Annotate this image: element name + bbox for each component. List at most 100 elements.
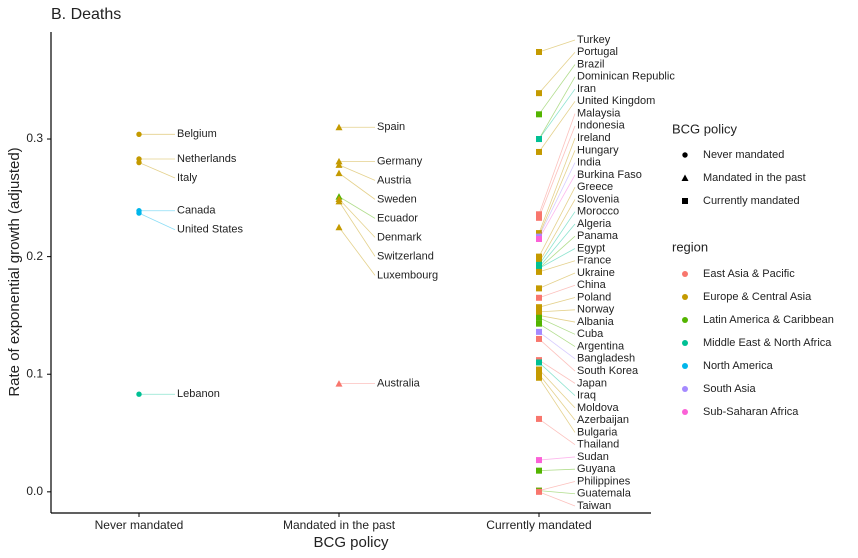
leader-line [538, 309, 576, 313]
point-label: Japan [577, 377, 607, 389]
point [536, 366, 542, 373]
point [536, 308, 542, 315]
leader-line [338, 198, 376, 238]
leader-line [538, 137, 576, 234]
leader-line [538, 284, 576, 299]
point-label: Greece [577, 181, 613, 193]
point-label: Sweden [377, 193, 417, 205]
point [536, 253, 542, 260]
point-label: Philippines [577, 475, 631, 487]
point-label: United Kingdom [577, 95, 655, 107]
leader-line [538, 297, 576, 308]
point-label: Ukraine [577, 267, 615, 279]
legend-symbol [682, 198, 688, 204]
legend-symbol [682, 386, 688, 392]
leader-line [538, 162, 576, 237]
legend-label: Europe & Central Asia [703, 291, 812, 303]
point-label: Guyana [577, 463, 616, 475]
point-label: Dominican Republic [577, 71, 675, 83]
point-label: Guatemala [577, 488, 632, 500]
point [335, 123, 343, 131]
point-label: France [577, 255, 611, 267]
point [335, 157, 343, 165]
point [536, 235, 542, 242]
point-label: Moldova [577, 402, 619, 414]
leader-line [538, 150, 576, 236]
point [536, 265, 542, 272]
leader-line [538, 64, 576, 115]
leader-line [538, 369, 576, 409]
leader-line [538, 338, 576, 372]
point [136, 131, 142, 138]
point [536, 359, 542, 366]
leader-line [538, 272, 576, 289]
point [335, 161, 343, 168]
legend-label: Middle East & North Africa [703, 337, 832, 349]
leader-line [538, 317, 576, 335]
leader-line [538, 490, 576, 495]
legend-symbol [681, 174, 689, 181]
y-tick-label: 0.1 [26, 366, 43, 380]
leader-line [338, 201, 376, 257]
point-label: Sudan [577, 451, 609, 463]
point-label: Ireland [577, 132, 611, 144]
leader-line [538, 481, 576, 492]
leader-line [538, 491, 576, 507]
point [536, 90, 542, 97]
point-label: Italy [177, 172, 198, 184]
point [536, 214, 542, 221]
point [536, 374, 542, 381]
point-label: Denmark [377, 231, 422, 243]
shape-legend-title: BCG policy [672, 121, 738, 136]
point-label: Australia [377, 378, 421, 390]
leader-line [538, 418, 576, 446]
x-axis-title: BCG policy [313, 534, 389, 551]
point-label: Slovenia [577, 193, 620, 205]
point-label: Spain [377, 121, 405, 133]
leader-line [538, 468, 576, 472]
leader-line [538, 377, 576, 433]
point [536, 211, 542, 218]
leader-line [538, 88, 576, 140]
legend-symbol [682, 271, 688, 277]
leader-line [538, 39, 576, 53]
leader-line [538, 211, 576, 266]
point-label: Norway [577, 304, 615, 316]
legend-label: Never mandated [703, 149, 784, 161]
leader-line [338, 196, 376, 219]
leader-line [538, 362, 576, 396]
point-label: United States [177, 224, 244, 236]
point [536, 314, 542, 321]
y-axis-title: Rate of exponential growth (adjusted) [6, 147, 23, 396]
legend-symbol [682, 363, 688, 369]
point-label: Iran [577, 83, 596, 95]
point [335, 223, 343, 231]
legend-symbol [682, 317, 688, 323]
point-label: Morocco [577, 206, 619, 218]
x-tick-label: Never mandated [95, 518, 184, 532]
leader-line [338, 164, 376, 181]
point-label: Taiwan [577, 500, 611, 512]
point [536, 488, 542, 495]
point-label: Germany [377, 155, 423, 167]
point-label: Indonesia [577, 120, 626, 132]
point-label: Burkina Faso [577, 169, 642, 181]
point [335, 380, 343, 387]
point-label: Panama [577, 230, 619, 242]
point-label: Belgium [177, 128, 217, 140]
point-label: Cuba [577, 328, 604, 340]
point [536, 48, 542, 55]
point-label: Poland [577, 291, 611, 303]
leader-line [538, 76, 576, 140]
point-label: Azerbaijan [577, 414, 629, 426]
point-label: Lebanon [177, 388, 220, 400]
legend-label: East Asia & Pacific [703, 268, 795, 280]
point-label: Ecuador [377, 212, 418, 224]
legend-label: Latin America & Caribbean [703, 314, 834, 326]
legend-label: Mandated in the past [703, 172, 806, 184]
point-label: Egypt [577, 242, 605, 254]
leader-line [538, 101, 576, 153]
point-label: Iraq [577, 390, 596, 402]
point-label: Austria [377, 174, 412, 186]
